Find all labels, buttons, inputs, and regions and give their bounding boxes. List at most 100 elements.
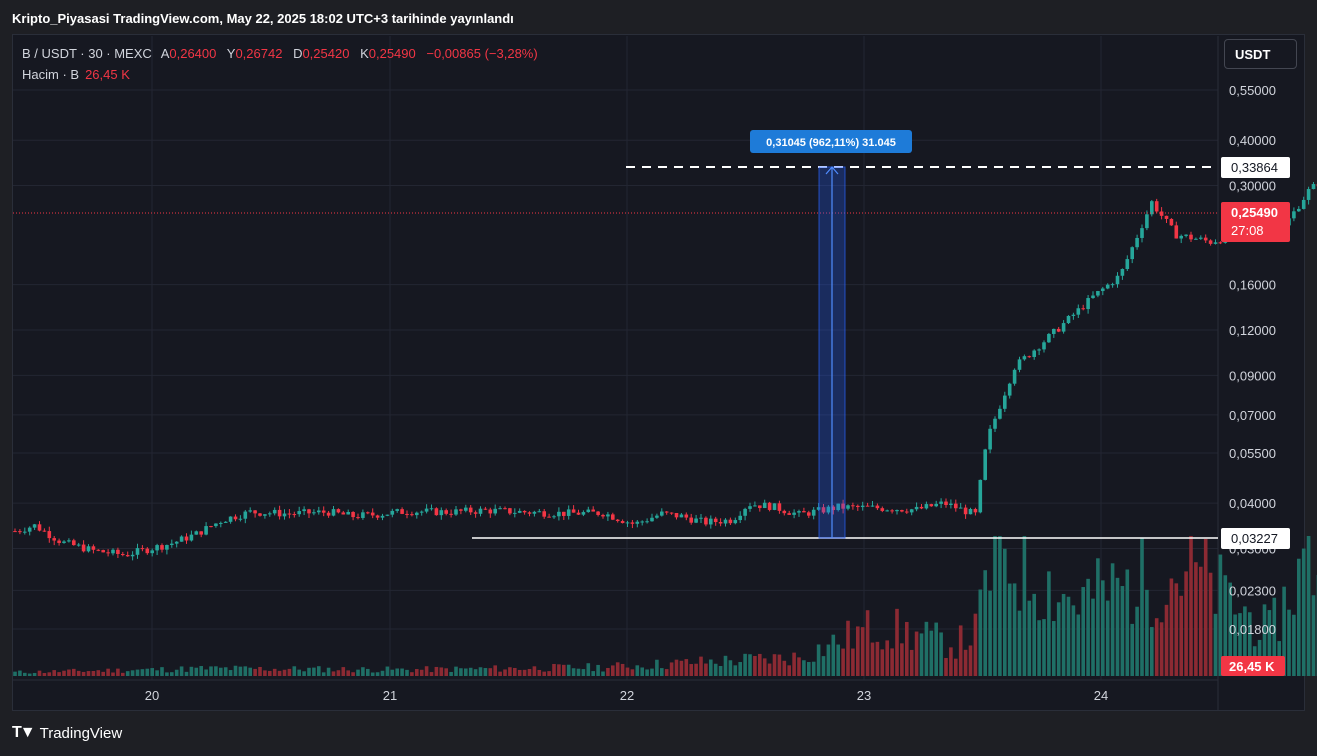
volume-bar [816,644,821,676]
volume-bar [1282,586,1286,676]
volume-legend-value: 26,45 K [85,67,130,82]
candle-body [704,517,708,525]
candle-body [199,531,203,535]
candle-body [1140,228,1144,238]
volume-bar [86,671,91,676]
candle-body [895,510,899,512]
volume-bar [72,668,76,676]
volume-bar [165,672,169,676]
volume-bar [272,668,277,676]
volume-bar [1091,598,1095,676]
candle-body [219,522,223,524]
candle-body [277,509,282,517]
volume-bar [121,672,125,676]
volume-bar [1081,587,1085,676]
candle-body [1017,359,1022,370]
price-tick-label: 0,07000 [1229,408,1276,423]
volume-bar [410,672,414,676]
volume-bar [635,665,640,676]
volume-bar [76,670,81,676]
volume-bar [591,671,595,676]
candle-body [400,509,404,514]
candle-body [1164,215,1169,219]
volume-bar [1066,596,1071,676]
candle-body [228,516,233,522]
volume-bar [738,662,742,676]
time-tick-label: 21 [383,688,397,703]
candle-body [777,503,782,511]
candle-body [130,554,135,557]
candle-body [1130,247,1134,260]
volume-bar [439,667,444,676]
candle-body [958,507,963,509]
volume-bar [434,666,439,676]
volume-bar [287,668,292,676]
candle-body [562,511,566,516]
candle-body [13,531,17,533]
volume-bar [679,660,684,676]
volume-bar [62,670,66,676]
volume-bar [1071,605,1076,676]
candle-body [111,549,115,554]
volume-bar [728,660,733,676]
candle-body [713,518,718,523]
candle-body [160,545,164,550]
candle-body [140,548,145,550]
candle-body [165,544,169,550]
candle-body [954,503,958,509]
volume-bar [1154,618,1159,676]
candle-body [429,508,434,510]
volume-bar [601,671,605,676]
candle-body [145,548,150,554]
candle-body [223,521,228,523]
volume-bar [419,669,424,676]
publish-info-bar: Kripto_Piyasasi TradingView.com, May 22,… [12,11,514,26]
candle-body [860,505,865,508]
volume-bar [856,626,860,676]
volume-bar [1017,610,1022,676]
volume-bar [674,659,679,676]
candle-body [424,508,429,512]
candle-body [1199,237,1203,239]
candle-body [67,540,71,542]
price-tick-label: 0,16000 [1229,278,1276,293]
time-tick-label: 24 [1094,688,1108,703]
candle-body [366,512,370,514]
candle-body [645,521,649,523]
candle-body [547,516,551,518]
candle-body [1194,238,1198,240]
candle-body [1032,350,1036,357]
volume-bar [1199,566,1203,676]
currency-button[interactable]: USDT [1224,39,1297,69]
volume-bar [23,672,27,676]
volume-bar [1012,583,1017,676]
volume-bar [1047,571,1051,676]
volume-bar [537,669,542,676]
candle-body [1061,323,1066,332]
candle-body [1218,242,1223,244]
candle-body [444,510,448,514]
candle-body [669,512,674,514]
volume-bar [194,667,199,676]
candle-body [1071,314,1076,316]
candle-body [204,526,208,535]
volume-bar [860,627,865,676]
volume-bar [709,659,713,676]
candle-body [23,531,27,533]
volume-legend[interactable]: Hacim · B 26,45 K [22,67,130,82]
volume-bar [307,667,311,676]
candle-body [1086,298,1090,310]
range-low-tag [1221,528,1290,549]
volume-bar [753,656,757,676]
candle-body [792,512,796,515]
footer-brand[interactable]: T▼ TradingView [12,724,122,742]
candle-body [1213,242,1218,244]
candle-body [1135,237,1139,248]
legend-symbol[interactable]: B / USDT · 30 · MEXC [22,46,152,61]
volume-bar [483,668,488,676]
volume-bar [179,666,184,676]
candle-body [1120,269,1125,276]
volume-bar [341,667,346,676]
candle-body [767,502,772,510]
